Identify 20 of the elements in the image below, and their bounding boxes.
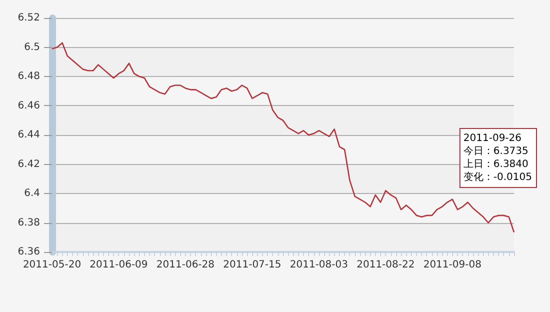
annotation: 今日：6.3735 xyxy=(463,145,528,157)
y-tick-label: 6.36 xyxy=(18,246,40,258)
x-tick-label: 2011-07-15 xyxy=(223,260,282,270)
x-tick-label: 2011-06-09 xyxy=(90,260,148,270)
x-tick-label: 2011-08-03 xyxy=(290,260,348,270)
x-tick-label: 2011-08-22 xyxy=(356,260,415,270)
x-tick-label: 2011-05-20 xyxy=(22,260,82,270)
annotation: 变化：-0.0105 xyxy=(463,171,532,183)
x-tick-label: 2011-06-28 xyxy=(156,260,215,270)
annotation: 2011-09-26 xyxy=(463,133,522,144)
y-tick-label: 6.42 xyxy=(18,158,40,170)
y-tick-label: 6.38 xyxy=(18,217,40,228)
annotation: 上日：6.3840 xyxy=(463,158,528,170)
x-tick-label: 2011-09-08 xyxy=(423,260,482,270)
y-tick-label: 6.52 xyxy=(18,12,40,24)
y-tick-label: 6.48 xyxy=(18,71,40,82)
y-tick-label: 6.4 xyxy=(24,188,40,199)
y-tick-label: 6.5 xyxy=(24,42,40,53)
y-tick-label: 6.44 xyxy=(18,130,40,140)
y-tick-label: 6.46 xyxy=(18,100,40,112)
